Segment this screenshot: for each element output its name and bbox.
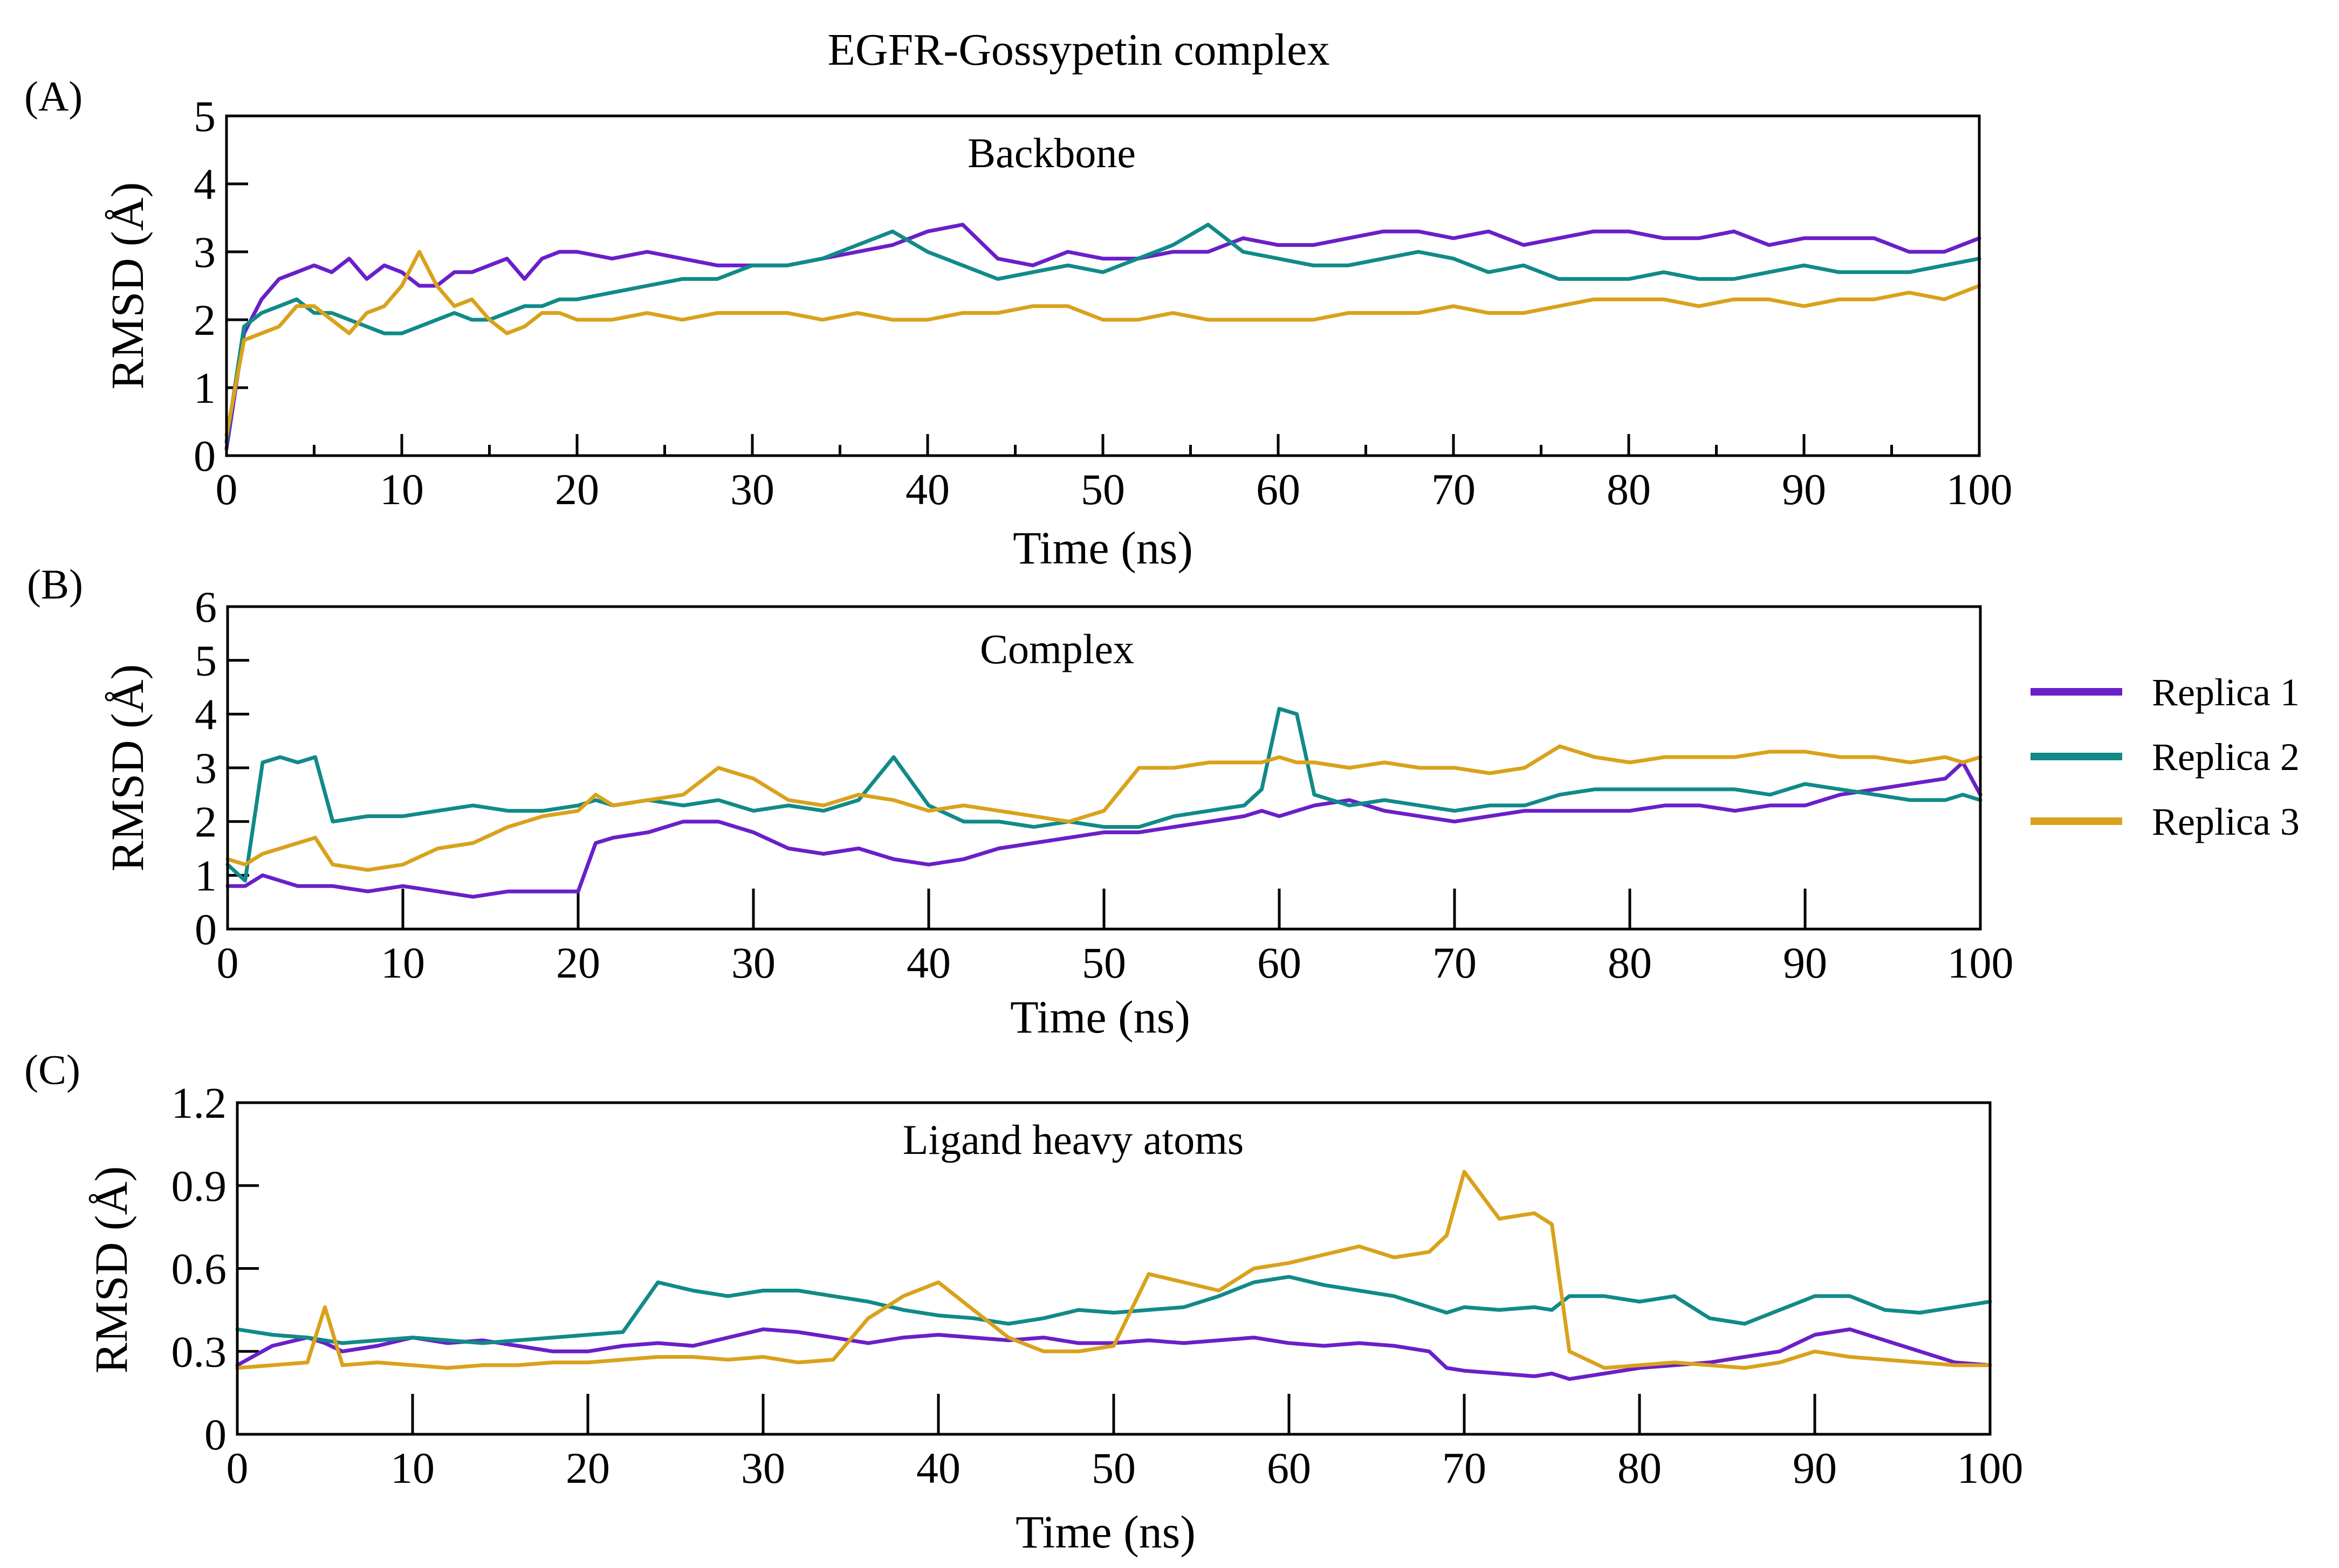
panel-c-tag: (C) <box>24 1046 80 1093</box>
legend-label-replica-2: Replica 2 <box>2152 735 2300 779</box>
x-tick-label: 20 <box>556 938 600 987</box>
panel-a-y-ticks: 0 1 2 3 4 5 <box>194 92 248 480</box>
x-tick-label: 40 <box>907 938 951 987</box>
figure-title: EGFR-Gossypetin complex <box>828 25 1330 75</box>
panel-c-y-label: RMSD (Å) <box>85 1166 137 1374</box>
x-tick-label: 40 <box>906 465 950 514</box>
panel-c-x-ticks: 0 10 20 30 40 50 60 70 80 90 100 <box>227 1394 2024 1493</box>
y-tick-label: 0 <box>194 431 216 480</box>
legend: Replica 1 Replica 2 Replica 3 <box>2031 671 2300 843</box>
panel-a: (A) Backbone 0 10 20 30 40 50 60 70 80 90 100 0 1 2 3… <box>24 73 2013 574</box>
x-tick-label: 60 <box>1256 465 1300 514</box>
x-tick-label: 10 <box>381 938 425 987</box>
x-tick-label: 30 <box>741 1443 785 1493</box>
series-line-replica-1 <box>225 760 1983 899</box>
y-tick-label: 2 <box>194 295 216 345</box>
x-tick-label: 20 <box>555 465 599 514</box>
x-tick-label: 30 <box>731 938 776 987</box>
x-tick-label: 30 <box>730 465 774 514</box>
x-tick-label: 70 <box>1442 1443 1486 1493</box>
legend-label-replica-3: Replica 3 <box>2152 800 2300 843</box>
x-tick-label: 0 <box>217 938 239 987</box>
y-tick-label: 1 <box>195 851 217 900</box>
series-line-replica-1 <box>224 223 1981 451</box>
panel-a-frame <box>225 114 1981 457</box>
x-tick-label: 10 <box>390 1443 435 1493</box>
panel-b-x-label: Time (ns) <box>1010 991 1190 1043</box>
series-line-replica-3 <box>235 1170 1992 1370</box>
y-tick-label: 0 <box>204 1410 227 1459</box>
panel-c: (C) Ligand heavy atoms 0 10 20 30 40 50 60 70 80… <box>24 1046 2024 1558</box>
x-tick-label: 100 <box>1946 465 2013 514</box>
y-tick-label: 1 <box>194 363 216 412</box>
panel-c-frame <box>236 1101 1992 1436</box>
panel-a-tag: (A) <box>24 73 83 120</box>
y-tick-label: 2 <box>195 797 217 847</box>
x-tick-label: 70 <box>1431 465 1476 514</box>
y-tick-label: 4 <box>194 160 216 209</box>
x-tick-label: 80 <box>1617 1443 1662 1493</box>
panel-b-frame <box>226 605 1982 931</box>
panel-b-tag: (B) <box>27 561 83 608</box>
x-tick-label: 20 <box>566 1443 610 1493</box>
panel-b-title: Complex <box>980 625 1134 672</box>
x-tick-label: 50 <box>1092 1443 1136 1493</box>
x-tick-label: 0 <box>227 1443 249 1493</box>
x-tick-label: 50 <box>1082 938 1126 987</box>
y-tick-label: 1.2 <box>172 1078 227 1127</box>
y-tick-label: 3 <box>195 744 217 793</box>
x-tick-label: 80 <box>1607 465 1651 514</box>
x-tick-label: 70 <box>1432 938 1477 987</box>
panel-b-x-ticks: 0 10 20 30 40 50 60 70 80 90 100 <box>217 889 2014 987</box>
y-tick-label: 6 <box>195 582 217 631</box>
y-tick-label: 5 <box>194 92 216 141</box>
panel-a-title: Backbone <box>968 129 1136 176</box>
x-tick-label: 10 <box>380 465 424 514</box>
x-tick-label: 60 <box>1267 1443 1311 1493</box>
x-tick-label: 90 <box>1793 1443 1837 1493</box>
x-tick-label: 40 <box>916 1443 961 1493</box>
x-tick-label: 60 <box>1257 938 1301 987</box>
panel-a-y-label: RMSD (Å) <box>101 182 153 390</box>
y-tick-label: 5 <box>195 636 217 685</box>
panel-a-x-ticks: 0 10 20 30 40 50 60 70 80 90 100 <box>216 434 2013 514</box>
legend-label-replica-1: Replica 1 <box>2152 671 2300 714</box>
panel-b: (B) Complex 0 10 20 30 40 50 60 70 80 90 100 01234… <box>27 561 2014 1043</box>
series-line-replica-1 <box>235 1327 1992 1381</box>
panel-b-y-label: RMSD (Å) <box>101 664 153 872</box>
y-tick-label: 0.6 <box>172 1244 227 1294</box>
x-tick-label: 0 <box>216 465 238 514</box>
x-tick-label: 90 <box>1783 938 1827 987</box>
y-tick-label: 0 <box>195 905 217 954</box>
panel-c-title: Ligand heavy atoms <box>903 1116 1244 1163</box>
x-tick-label: 100 <box>1947 938 2014 987</box>
series-line-replica-3 <box>224 250 1981 437</box>
panel-b-series <box>225 706 1983 899</box>
y-tick-label: 0.9 <box>172 1161 227 1211</box>
panel-b-y-ticks: 0 123 4 5 6 <box>195 582 249 954</box>
x-tick-label: 90 <box>1782 465 1826 514</box>
panel-c-x-label: Time (ns) <box>1016 1506 1196 1558</box>
panel-a-series <box>224 223 1981 451</box>
x-tick-label: 50 <box>1081 465 1125 514</box>
series-line-replica-2 <box>225 706 1983 883</box>
panel-a-x-label: Time (ns) <box>1013 522 1193 574</box>
panel-c-series <box>235 1170 1992 1381</box>
series-line-replica-3 <box>225 744 1983 872</box>
x-tick-label: 80 <box>1608 938 1652 987</box>
series-line-replica-2 <box>224 223 1981 444</box>
y-tick-label: 4 <box>195 690 217 739</box>
series-line-replica-2 <box>235 1275 1992 1345</box>
x-tick-label: 100 <box>1957 1443 2024 1493</box>
y-tick-label: 3 <box>194 228 216 277</box>
y-tick-label: 0.3 <box>172 1327 227 1376</box>
panel-c-y-ticks: 0 0.3 0.6 0.9 1.2 <box>172 1078 259 1459</box>
